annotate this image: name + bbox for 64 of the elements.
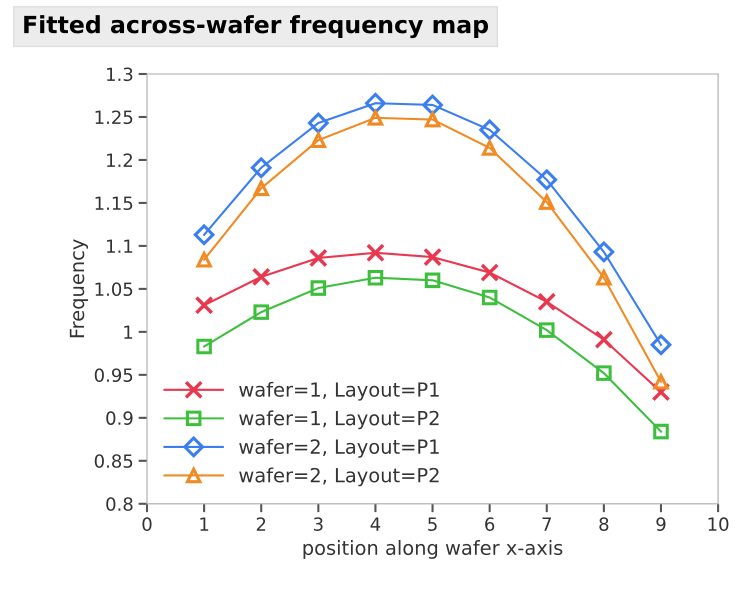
point [253, 180, 269, 196]
point [365, 92, 386, 114]
point [596, 270, 612, 286]
point [594, 242, 614, 262]
point [479, 120, 500, 140]
point [480, 263, 500, 282]
point [653, 374, 669, 390]
y-tick-label: 1 [124, 326, 132, 339]
x-tick-label: 3 [314, 517, 323, 531]
point [538, 322, 555, 338]
point [482, 290, 498, 306]
point [538, 194, 555, 210]
y-tick-label: 1.2 [107, 153, 132, 167]
y-tick-label: 1.05 [96, 282, 132, 296]
y-tick-label: 1.15 [96, 196, 132, 210]
y-tick-label: 1.3 [107, 67, 132, 82]
legend-label: wafer=2, Layout=P2 [239, 467, 439, 486]
point [196, 252, 212, 268]
point [423, 248, 442, 266]
x-tick-label: 1 [200, 518, 208, 531]
point [253, 304, 269, 320]
y-tick-label: 0.85 [94, 454, 132, 468]
x-tick-label: 0 [142, 517, 152, 531]
point [310, 132, 326, 148]
point [424, 112, 440, 128]
point [650, 334, 672, 356]
point [653, 424, 669, 440]
point [368, 110, 384, 126]
point [482, 140, 498, 156]
point [308, 248, 328, 268]
x-tick-label: 4 [370, 518, 380, 531]
point [537, 292, 556, 312]
legend-label: wafer=2, Layout=P1 [239, 438, 439, 458]
x-tick-label: 10 [708, 517, 728, 531]
x-tick-label: 5 [428, 518, 437, 531]
point [310, 280, 326, 296]
point [194, 224, 214, 246]
y-tick-label: 0.8 [106, 497, 133, 511]
y-tick-label: 1.25 [96, 110, 132, 124]
x-axis-title: position along wafer x-axis [304, 540, 562, 559]
legend-label: wafer=1, Layout=P1 [239, 382, 439, 401]
point [536, 169, 558, 190]
point [252, 267, 271, 286]
y-tick-label: 0.95 [94, 368, 132, 382]
x-tick-label: 6 [485, 517, 494, 531]
point [194, 296, 214, 315]
point [196, 338, 212, 354]
x-tick-label: 7 [542, 518, 551, 531]
x-tick-label: 2 [256, 517, 266, 531]
y-tick-label: 1.1 [107, 240, 132, 253]
point [366, 243, 385, 262]
point [308, 112, 329, 134]
point [368, 270, 384, 286]
point [424, 272, 440, 288]
point [596, 365, 612, 381]
point [594, 330, 614, 349]
x-tick-label: 8 [599, 517, 608, 531]
x-tick-label: 9 [656, 517, 666, 531]
y-axis-title: Frequency [70, 239, 88, 338]
chart-title: Fitted across-wafer frequency map [24, 15, 488, 38]
point [250, 157, 272, 178]
point [422, 94, 443, 116]
y-tick-label: 0.9 [106, 411, 133, 425]
legend-label: wafer=1, Layout=P2 [239, 410, 439, 430]
